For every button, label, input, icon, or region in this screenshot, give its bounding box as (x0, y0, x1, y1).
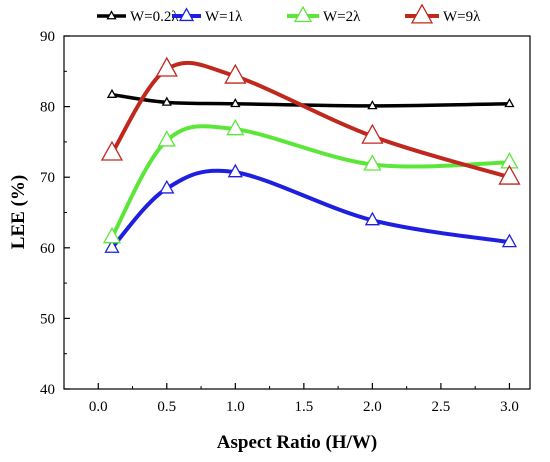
y-tick-label: 80 (40, 100, 55, 116)
data-point (364, 211, 380, 226)
plot-area-frame (63, 35, 531, 390)
data-point (155, 56, 178, 77)
x-tick-label: 1.0 (226, 399, 245, 415)
series-line (110, 60, 511, 180)
x-tick-label: 3.0 (500, 399, 519, 415)
x-axis-title: Aspect Ratio (H/W) (217, 432, 377, 453)
x-tick-label: 1.5 (294, 399, 313, 415)
data-point (102, 226, 122, 244)
data-point (501, 233, 518, 248)
data-point (226, 118, 245, 136)
series-4 (100, 56, 521, 185)
series-2 (104, 163, 518, 253)
series-line (110, 124, 510, 239)
data-point (361, 123, 384, 144)
data-point (504, 97, 515, 108)
data-point (104, 239, 120, 253)
data-point (106, 88, 118, 98)
series-line (111, 92, 510, 108)
data-point (227, 163, 243, 178)
legend-swatch-marker (410, 3, 434, 24)
data-point (161, 96, 172, 106)
legend-entry: W=0.2λ (97, 9, 179, 25)
series-layer (100, 56, 521, 253)
legend-label: W=2λ (323, 9, 361, 25)
series-3 (102, 118, 519, 244)
y-tick-label: 70 (40, 170, 55, 186)
data-point (363, 154, 382, 171)
legend-label: W=0.2λ (130, 9, 179, 25)
legend-label: W=1λ (205, 9, 243, 25)
data-point (224, 63, 247, 84)
legend-swatch-marker (178, 7, 195, 22)
y-tick-label: 40 (40, 382, 55, 398)
legend-label: W=9λ (443, 9, 481, 25)
x-tick-label: 0.5 (157, 399, 176, 415)
x-tick-label: 2.0 (363, 399, 382, 415)
legend-entry: W=9λ (405, 3, 481, 25)
axes: 0.0 0.5 1.0 1.5 2.0 2.5 3.0 40 50 60 70 80 90 (40, 29, 519, 415)
series-line (110, 168, 510, 250)
legend-swatch-marker (293, 5, 313, 23)
legend-entry: W=1λ (172, 7, 243, 25)
legend: W=0.2λ W=1λ W=2λ W=9λ (97, 3, 481, 25)
x-tick-label: 0.0 (89, 399, 108, 415)
data-point (100, 140, 124, 161)
y-tick-label: 50 (40, 311, 55, 327)
data-point (230, 97, 241, 108)
data-point (367, 100, 378, 110)
data-point (498, 164, 521, 185)
y-axis-title: LEE (%) (8, 175, 29, 249)
y-tick-label: 60 (40, 241, 55, 257)
legend-swatch-marker (106, 10, 117, 20)
data-point (159, 179, 175, 194)
y-tick-label: 90 (40, 29, 55, 45)
legend-entry: W=2λ (287, 5, 361, 25)
x-tick-label: 2.5 (432, 399, 451, 415)
data-point (157, 130, 176, 147)
series-1 (106, 88, 515, 110)
